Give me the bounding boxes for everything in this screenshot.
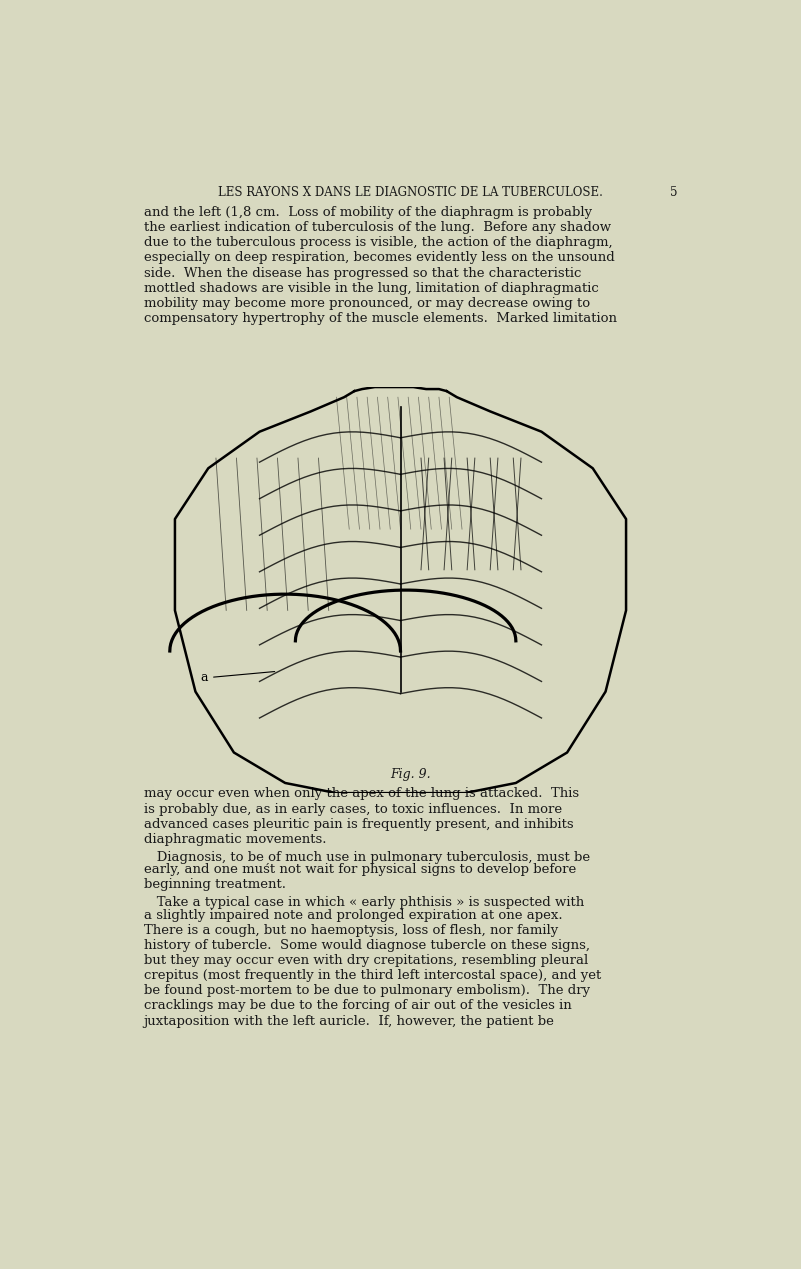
Text: There is a cough, but no haemoptysis, loss of flesh, nor family: There is a cough, but no haemoptysis, lo… [143, 924, 557, 937]
Text: early, and one muśt not wait for physical signs to develop before: early, and one muśt not wait for physica… [143, 863, 576, 876]
Text: beginning treatment.: beginning treatment. [143, 878, 286, 891]
Text: 5: 5 [670, 187, 678, 199]
Text: the earliest indication of tuberculosis of the lung.  Before any shadow: the earliest indication of tuberculosis … [143, 221, 610, 235]
Text: mottled shadows are visible in the lung, limitation of diaphragmatic: mottled shadows are visible in the lung,… [143, 282, 598, 294]
Text: may occur even when only the apex of the lung is attacked.  This: may occur even when only the apex of the… [143, 787, 578, 801]
Text: Diagnosis, to be of much use in pulmonary tuberculosis, must be: Diagnosis, to be of much use in pulmonar… [143, 851, 590, 864]
Text: LES RAYONS X DANS LE DIAGNOSTIC DE LA TUBERCULOSE.: LES RAYONS X DANS LE DIAGNOSTIC DE LA TU… [218, 187, 603, 199]
Text: Fig. 9.: Fig. 9. [390, 768, 431, 780]
Text: crepitus (most frequently in the third left intercostal space), and yet: crepitus (most frequently in the third l… [143, 970, 601, 982]
Text: especially on deep respiration, becomes evidently less on the unsound: especially on deep respiration, becomes … [143, 251, 614, 264]
Text: cracklings may be due to the forcing of air out of the vesicles in: cracklings may be due to the forcing of … [143, 1000, 571, 1013]
Text: juxtaposition with the left auricle.  If, however, the patient be: juxtaposition with the left auricle. If,… [143, 1015, 554, 1028]
Text: mobility may become more pronounced, or may decrease owing to: mobility may become more pronounced, or … [143, 297, 590, 310]
Text: a slightly impaired note and prolonged expiration at one apex.: a slightly impaired note and prolonged e… [143, 909, 562, 921]
Text: advanced cases pleuritic pain is frequently present, and inhibits: advanced cases pleuritic pain is frequen… [143, 817, 574, 831]
Text: due to the tuberculous process is visible, the action of the diaphragm,: due to the tuberculous process is visibl… [143, 236, 612, 249]
Text: a: a [200, 671, 275, 684]
Text: compensatory hypertrophy of the muscle elements.  Marked limitation: compensatory hypertrophy of the muscle e… [143, 312, 617, 325]
Text: diaphragmatic movements.: diaphragmatic movements. [143, 832, 326, 846]
Text: but they may occur even with dry crepitations, resembling pleural: but they may occur even with dry crepita… [143, 954, 588, 967]
Text: Take a typical case in which « early phthisis » is suspected with: Take a typical case in which « early pht… [143, 896, 584, 910]
Text: and the left (1,8 cm.  Loss of mobility of the diaphragm is probably: and the left (1,8 cm. Loss of mobility o… [143, 206, 592, 220]
Text: be found post-mortem to be due to pulmonary embolism).  The dry: be found post-mortem to be due to pulmon… [143, 985, 590, 997]
Text: side.  When the disease has progressed so that the characteristic: side. When the disease has progressed so… [143, 266, 581, 279]
Text: history of tubercle.  Some would diagnose tubercle on these signs,: history of tubercle. Some would diagnose… [143, 939, 590, 952]
Text: is probably due, as in early cases, to toxic influences.  In more: is probably due, as in early cases, to t… [143, 802, 562, 816]
